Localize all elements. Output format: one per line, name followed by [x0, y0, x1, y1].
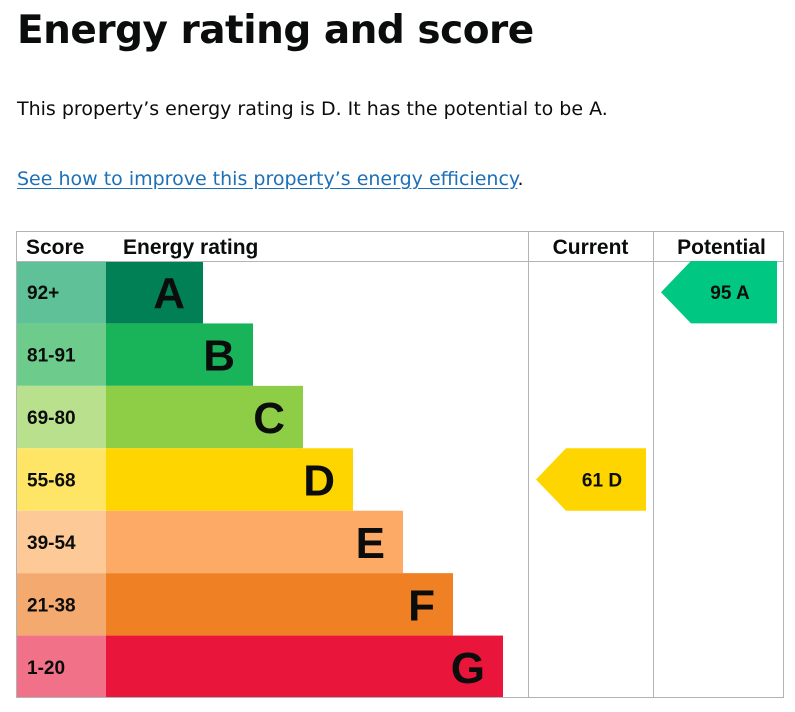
score-cell-b	[16, 323, 106, 386]
score-cell-e	[16, 510, 106, 574]
band-letter-a: A	[153, 269, 185, 318]
rating-band-e	[106, 510, 403, 574]
score-cell-a	[16, 261, 106, 324]
improve-efficiency-link[interactable]: See how to improve this property’s energ…	[17, 168, 518, 190]
score-cell-f	[16, 573, 106, 636]
score-range-b: 81-91	[27, 346, 76, 367]
band-letter-g: G	[451, 644, 485, 693]
band-letter-e: E	[356, 519, 385, 568]
score-range-a: 92+	[27, 283, 59, 304]
band-letter-d: D	[303, 457, 335, 506]
potential-rating-arrow	[661, 261, 777, 324]
score-cell-g	[16, 635, 106, 698]
score-range-e: 39-54	[27, 533, 76, 554]
rating-band-d	[106, 448, 353, 511]
improve-paragraph: See how to improve this property’s energ…	[17, 166, 524, 192]
score-range-g: 1-20	[27, 658, 65, 679]
score-range-f: 21-38	[27, 595, 76, 616]
rating-band-f	[106, 573, 453, 636]
band-letter-c: C	[253, 394, 285, 443]
score-cell-d	[16, 448, 106, 511]
header-score: Score	[26, 236, 84, 259]
rating-summary: This property’s energy rating is D. It h…	[17, 98, 608, 120]
chart-border	[16, 231, 784, 698]
rating-band-g	[106, 635, 503, 698]
header-energy-rating: Energy rating	[123, 236, 258, 259]
rating-band-b	[106, 323, 253, 386]
header-potential: Potential	[677, 236, 766, 259]
band-letter-b: B	[203, 332, 235, 381]
current-rating-label: 61 D	[582, 471, 622, 492]
link-full-stop: .	[517, 168, 524, 190]
potential-rating-label: 95 A	[710, 283, 750, 304]
score-cell-c	[16, 385, 106, 449]
score-range-d: 55-68	[27, 471, 76, 492]
current-rating-arrow	[536, 448, 646, 511]
page-title: Energy rating and score	[17, 8, 534, 53]
rating-band-c	[106, 385, 303, 449]
band-letter-f: F	[408, 581, 435, 630]
header-current: Current	[553, 236, 629, 259]
rating-band-a	[106, 261, 203, 324]
score-range-c: 69-80	[27, 408, 76, 429]
